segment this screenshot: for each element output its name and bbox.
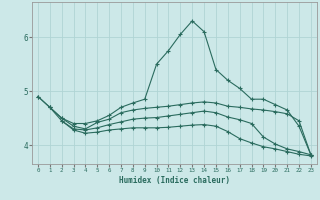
X-axis label: Humidex (Indice chaleur): Humidex (Indice chaleur) [119, 176, 230, 185]
